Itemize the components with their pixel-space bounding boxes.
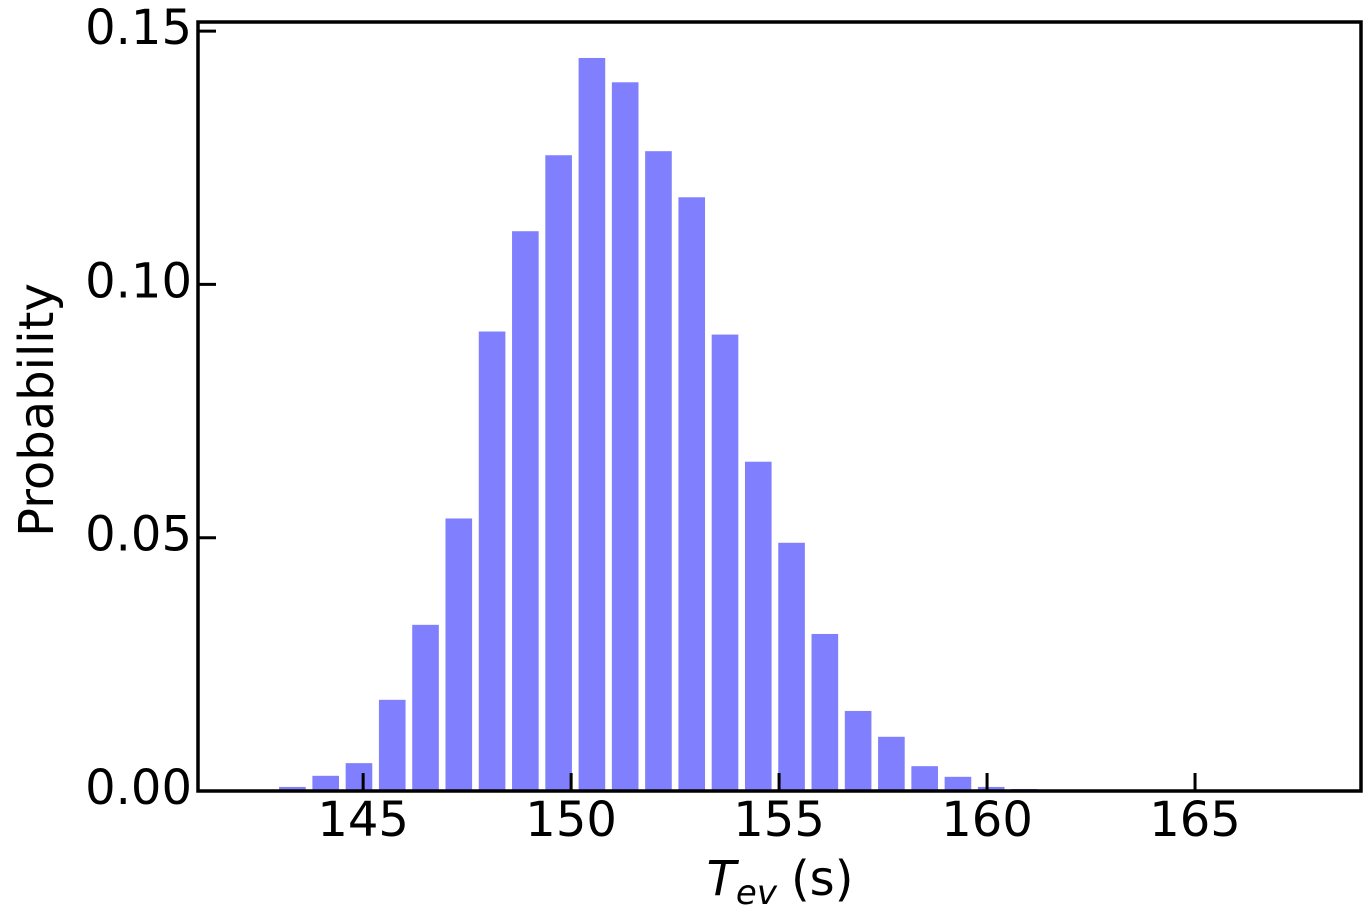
x-tick-label: 155 (733, 792, 825, 848)
bar (412, 624, 439, 791)
bar (312, 775, 340, 791)
y-tick-label: 0.10 (85, 253, 192, 309)
y-tick-label: 0.00 (85, 760, 192, 816)
bar (744, 461, 772, 791)
x-axis-label: Tev (s) (707, 851, 854, 913)
bar (345, 763, 373, 791)
y-axis-label: Probability (9, 283, 65, 537)
y-tick-label: 0.05 (85, 507, 192, 563)
bar (611, 82, 639, 791)
x-tick-label: 160 (941, 792, 1033, 848)
bar (578, 57, 606, 792)
bar (645, 151, 672, 792)
y-tick-label: 0.15 (85, 0, 192, 56)
bar (378, 699, 406, 791)
x-tick-label: 165 (1149, 792, 1241, 848)
bar (811, 633, 839, 791)
bar (778, 542, 805, 791)
bar (844, 710, 872, 791)
bar (944, 776, 972, 791)
bar (977, 786, 1005, 791)
bar (878, 736, 905, 791)
bar (279, 786, 306, 791)
bar (478, 331, 506, 791)
x-tick-label: 150 (525, 792, 617, 848)
x-tick-label: 145 (317, 792, 409, 848)
plot-frame (196, 20, 1363, 793)
bar (545, 155, 572, 791)
bar (711, 334, 739, 791)
bar (445, 518, 473, 791)
bar (512, 231, 539, 791)
bar (678, 197, 706, 792)
bar (911, 766, 938, 791)
